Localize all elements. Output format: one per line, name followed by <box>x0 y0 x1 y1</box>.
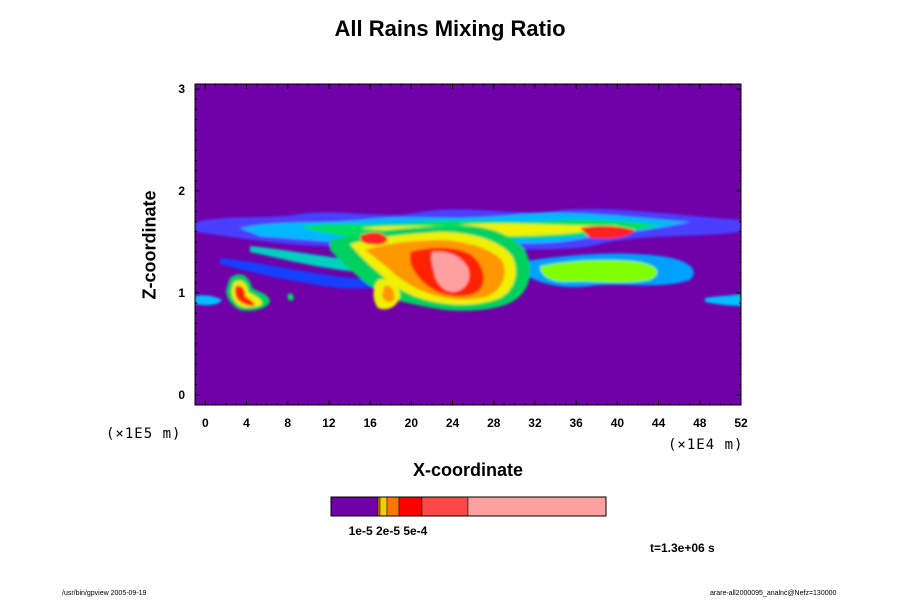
x-axis-label: X-coordinate <box>412 460 523 480</box>
lower-blob-orange <box>382 285 395 303</box>
colorbar-frame <box>330 496 607 517</box>
x-unit-label: (×1E4 m) <box>668 437 744 453</box>
x-tick-label: 4 <box>243 416 250 430</box>
x-tick-label: 28 <box>487 416 501 430</box>
colorbar-label: 1e-5 2e-5 5e-4 <box>349 524 428 538</box>
plot-frame <box>194 83 742 406</box>
colorbar-segment <box>379 496 388 517</box>
x-tick-label: 32 <box>528 416 542 430</box>
z-axis-ticks: 0 1 2 3 <box>178 82 741 402</box>
z-tick-label: 1 <box>178 286 185 300</box>
chart-title: All Rains Mixing Ratio <box>334 16 566 41</box>
right-anvil-core <box>580 225 635 239</box>
cloud-field <box>195 208 741 311</box>
colorbar: 1e-5 2e-5 5e-4 <box>330 496 607 538</box>
x-tick-label: 12 <box>322 416 336 430</box>
colorbar-segment <box>398 496 423 517</box>
x-tick-label: 16 <box>363 416 377 430</box>
z-axis-label: Z-coordinate <box>139 190 160 300</box>
x-tick-label: 24 <box>446 416 460 430</box>
footer-left-text: /usr/bin/gpview 2005-09-19 <box>62 590 147 597</box>
z-tick-label: 3 <box>178 82 185 96</box>
colorbar-segment <box>467 496 607 517</box>
colorbar-segment <box>330 496 379 517</box>
x-tick-label: 8 <box>284 416 291 430</box>
x-tick-label: 52 <box>734 416 748 430</box>
core-pink <box>431 251 470 292</box>
x-tick-label: 0 <box>202 416 209 430</box>
z-tick-label: 2 <box>178 184 185 198</box>
core-top-left-red <box>360 232 388 245</box>
x-tick-label: 40 <box>611 416 625 430</box>
z-unit-label: (×1E5 m) <box>106 426 182 442</box>
footer-right-text: arare-all2000095_analnc@Nefz=130000 <box>710 590 837 597</box>
small-cell <box>287 293 294 301</box>
colorbar-segment <box>386 496 400 517</box>
x-tick-label: 20 <box>405 416 419 430</box>
x-tick-label: 36 <box>569 416 583 430</box>
colorbar-segment <box>377 496 381 517</box>
colorbar-segment <box>421 496 469 517</box>
x-axis-ticks: 0 4 8 12 16 20 24 28 32 36 40 44 48 52 <box>202 84 748 430</box>
z-tick-label: 0 <box>178 388 185 402</box>
time-label: t=1.3e+06 s <box>650 541 715 555</box>
x-tick-label: 44 <box>652 416 666 430</box>
right-anvil-inner <box>540 259 658 283</box>
left-edge-band <box>195 295 222 306</box>
x-tick-label: 48 <box>693 416 707 430</box>
right-edge-band <box>705 294 741 306</box>
left-cell-red <box>234 285 255 306</box>
